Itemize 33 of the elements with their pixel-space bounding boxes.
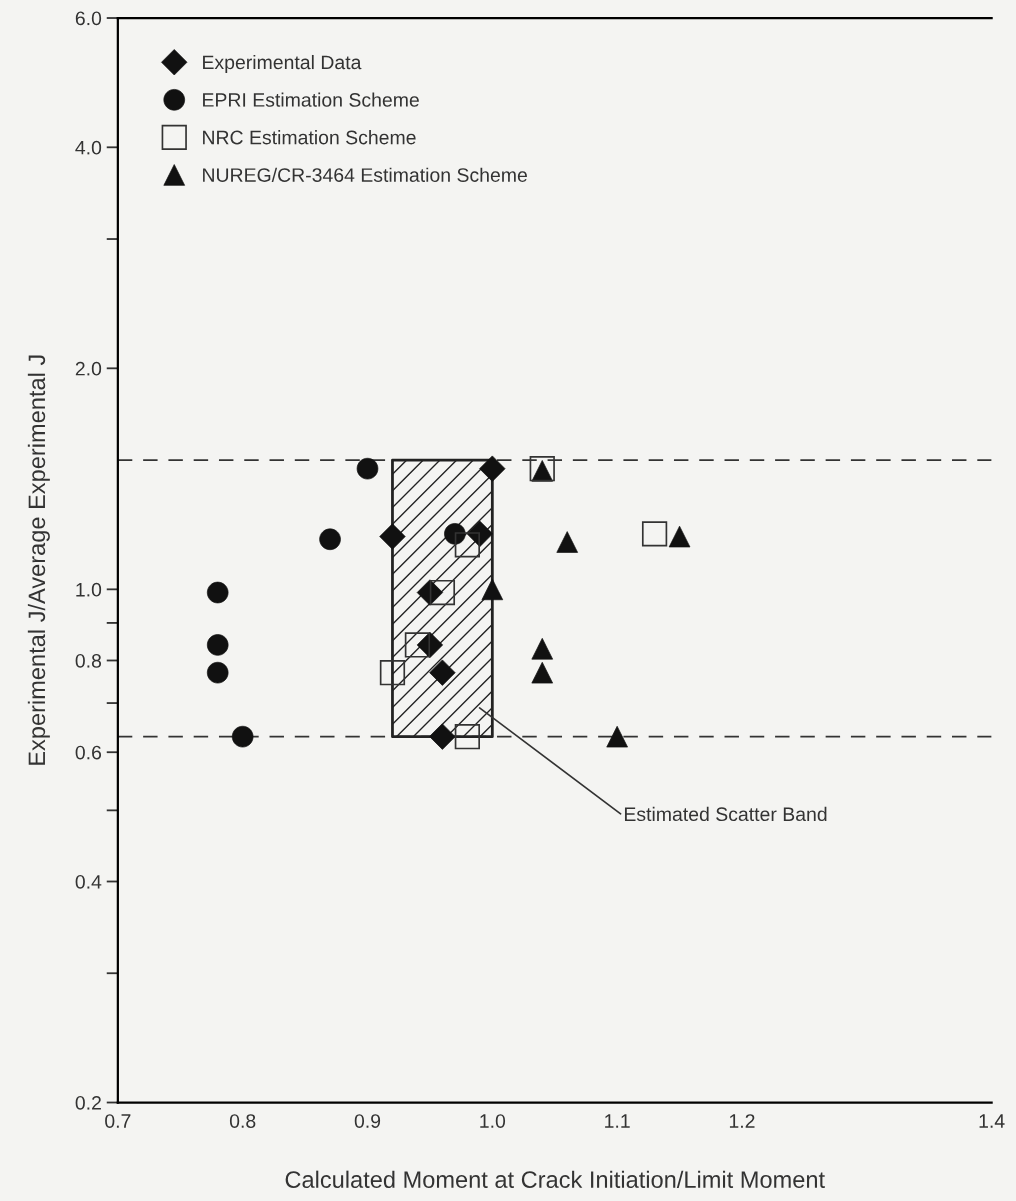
y-tick-label: 1.0	[76, 582, 102, 597]
x-tick-label: 1.4	[979, 1114, 1005, 1128]
y-tick-label: 6.0	[75, 11, 102, 26]
point	[379, 660, 406, 686]
x-tick-label: 0.7	[105, 1114, 131, 1128]
point	[481, 578, 504, 601]
point	[454, 532, 481, 558]
y-tick-label: 0.6	[75, 745, 102, 760]
y-tick-label: 0.2	[75, 1095, 101, 1110]
legend-label: NRC Estimation Scheme	[203, 130, 416, 145]
point	[668, 525, 691, 548]
y-tick-label: 0.4	[75, 874, 102, 889]
band-label: Estimated Scatter Band	[624, 806, 827, 822]
legend-label: EPRI Estimation Scheme	[203, 92, 419, 107]
x-tick-label: 0.8	[229, 1114, 256, 1128]
point	[404, 632, 431, 658]
point	[356, 457, 379, 480]
point	[641, 521, 668, 547]
point	[429, 579, 456, 606]
y-tick-label: 4.0	[75, 140, 102, 155]
y-axis-title: Experimental J/Average Experimental J	[27, 355, 50, 765]
legend-label: NUREG/CR-3464 Estimation Scheme	[203, 167, 527, 182]
point	[454, 724, 481, 750]
point	[429, 659, 456, 686]
x-tick-label: 1.0	[480, 1114, 506, 1128]
x-tick-label: 1.2	[729, 1114, 755, 1128]
y-tick-label: 0.8	[75, 653, 102, 668]
legend-label: Experimental Data	[203, 54, 362, 74]
x-axis-title: Calculated Moment at Crack Initiation/Limit Moment	[285, 1170, 825, 1188]
point	[429, 723, 456, 750]
x-tick-label: 1.1	[605, 1114, 630, 1128]
y-tick-label: 2.0	[75, 361, 102, 376]
x-tick-label: 0.9	[354, 1114, 381, 1128]
